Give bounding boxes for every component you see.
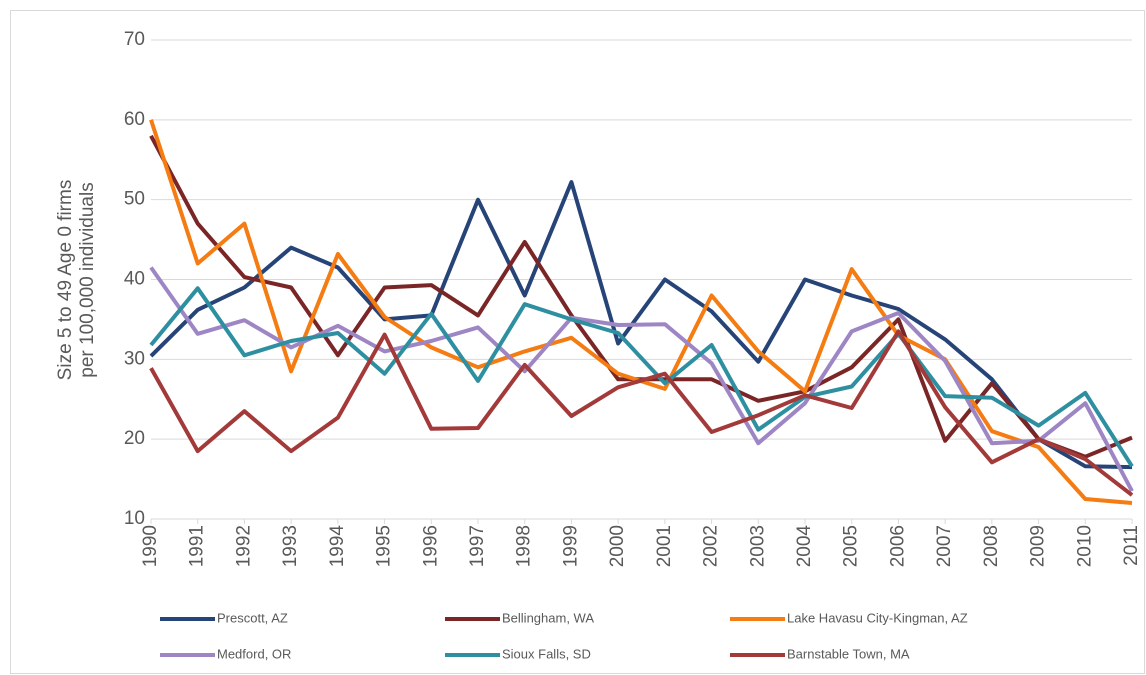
x-tick-label: 1992 (233, 525, 254, 567)
x-tick-label: 2009 (1028, 525, 1049, 567)
y-tick-label: 40 (124, 269, 145, 290)
x-tick-label: 1991 (187, 525, 208, 567)
line-series (149, 134, 1133, 459)
legend-label: Sioux Falls, SD (502, 646, 591, 661)
x-tick-label: 2000 (607, 525, 628, 567)
x-tick-label: 1999 (560, 525, 581, 567)
line-series (149, 286, 1134, 468)
legend-label: Medford, OR (217, 646, 291, 661)
legend-label: Bellingham, WA (502, 610, 594, 625)
x-tick-label: 1993 (280, 525, 301, 567)
y-tick-label: 30 (124, 348, 145, 369)
x-tick-label: 1997 (467, 525, 488, 567)
x-tick-label: 1994 (327, 525, 348, 568)
chart-frame (10, 10, 1145, 674)
y-tick-label: 60 (124, 109, 145, 130)
x-tick-label: 2002 (701, 525, 722, 567)
x-tick-label: 1990 (140, 525, 161, 567)
x-tick-label: 2004 (794, 525, 815, 568)
y-tick-label: 70 (124, 29, 145, 50)
x-tick-label: 1996 (420, 525, 441, 567)
x-tick-label: 2003 (747, 525, 768, 567)
x-tick-label: 2008 (981, 525, 1002, 567)
x-tick-label: 2011 (1121, 525, 1142, 566)
y-tick-label: 50 (124, 189, 145, 210)
y-tick-label: 10 (124, 508, 145, 529)
y-axis-label: per 100,000 individuals (77, 182, 98, 377)
x-tick-label: 2006 (887, 525, 908, 567)
x-tick-label: 2010 (1074, 525, 1095, 567)
legend-label: Lake Havasu City-Kingman, AZ (787, 610, 968, 625)
x-tick-label: 2007 (934, 525, 955, 567)
x-tick-label: 1995 (374, 525, 395, 567)
y-axis-label: Size 5 to 49 Age 0 firms (55, 180, 76, 381)
line-series (149, 329, 1134, 497)
legend-label: Prescott, AZ (217, 610, 288, 625)
line-series (149, 180, 1133, 470)
legend-label: Barnstable Town, MA (787, 646, 910, 661)
x-tick-label: 1998 (514, 525, 535, 567)
x-tick-label: 2005 (841, 525, 862, 567)
y-tick-label: 20 (124, 428, 145, 449)
x-tick-label: 2001 (654, 525, 675, 567)
